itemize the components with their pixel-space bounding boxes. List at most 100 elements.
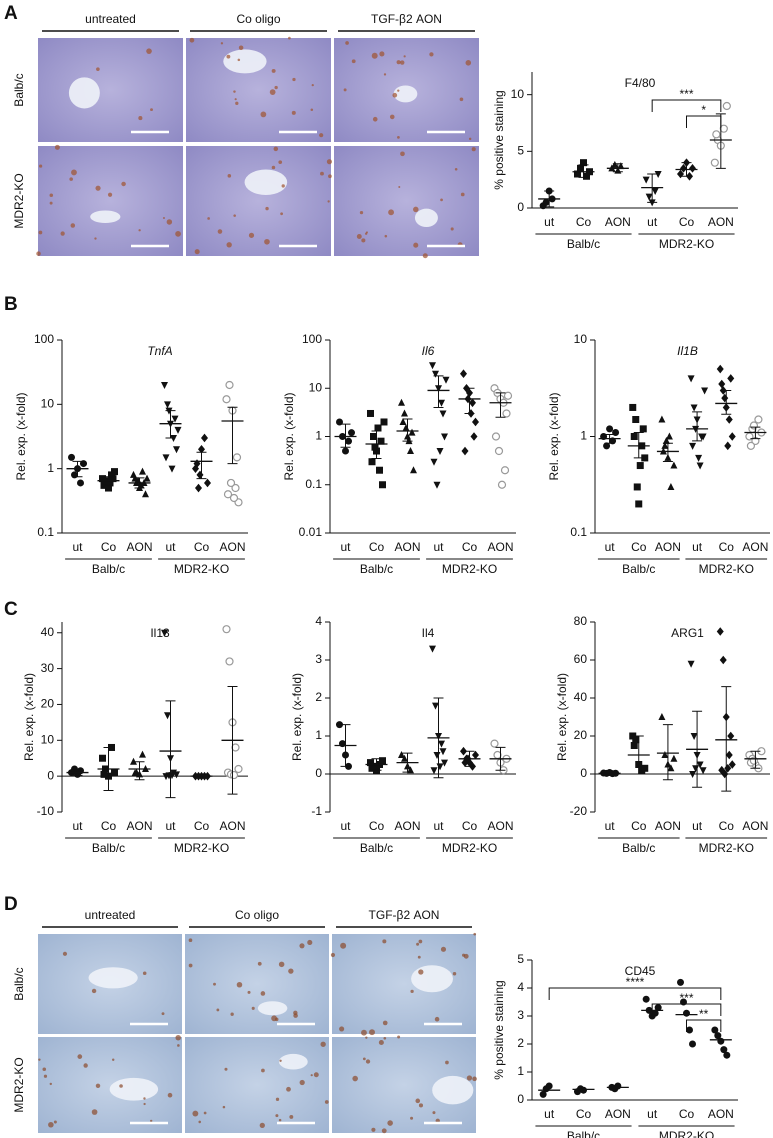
x-tick-label: AON: [487, 819, 513, 833]
x-tick-label: Co: [462, 540, 478, 554]
x-tick-label: ut: [692, 540, 703, 554]
group-label: Balb/c: [567, 237, 600, 251]
data-point: [722, 101, 731, 111]
data-point: [717, 1037, 725, 1045]
stain-spot: [175, 230, 181, 237]
error-bar: [662, 724, 673, 781]
stain-spot: [54, 144, 60, 150]
stain-spot: [310, 1074, 313, 1077]
error-bar: [464, 387, 475, 414]
stain-spot: [95, 1083, 101, 1089]
y-tick-label: 30: [41, 661, 55, 675]
row-label: MDR2-KO: [12, 1057, 26, 1112]
stain-spot: [107, 192, 113, 197]
data-point: [342, 447, 349, 455]
error-bar: [692, 411, 703, 442]
data-point: [712, 130, 721, 139]
stain-spot: [340, 942, 347, 949]
x-tick-label: AON: [219, 819, 245, 833]
y-tick-label: 0.1: [305, 477, 322, 491]
micrograph: [334, 146, 479, 256]
data-point: [222, 395, 231, 404]
stain-spot: [397, 89, 400, 92]
data-point: [746, 441, 756, 450]
stain-spot: [77, 1054, 83, 1059]
error-bar: [340, 423, 351, 448]
stain-spot: [95, 185, 101, 191]
stain-spot: [275, 1097, 280, 1101]
x-tick-label: ut: [692, 819, 703, 833]
data-point: [229, 770, 239, 780]
stain-spot: [49, 193, 54, 197]
data-point: [367, 409, 374, 417]
significance-bracket: [686, 1019, 722, 1032]
data-point: [711, 1026, 719, 1034]
data-point: [410, 466, 417, 474]
stain-spot: [42, 1067, 47, 1072]
data-point: [77, 479, 84, 487]
x-tick-label: AON: [394, 540, 420, 554]
data-point: [223, 490, 233, 499]
micrograph: [38, 1037, 182, 1133]
stain-spot: [177, 1044, 180, 1047]
error-bar: [662, 442, 673, 463]
data-point: [686, 1026, 693, 1034]
y-tick-label: 0.1: [37, 525, 54, 539]
stain-spot: [38, 230, 43, 235]
data-point: [670, 461, 678, 469]
data-point: [716, 627, 724, 636]
data-point: [680, 164, 687, 173]
stain-spot: [388, 209, 395, 216]
data-point: [374, 424, 382, 432]
x-tick-label: AON: [708, 1107, 734, 1121]
data-point: [727, 374, 735, 383]
x-tick-label: ut: [647, 1107, 658, 1121]
data-point: [139, 750, 146, 758]
stain-spot: [269, 89, 276, 95]
stain-spot: [472, 1076, 477, 1082]
data-point: [719, 124, 728, 133]
stain-spot: [392, 92, 398, 98]
group-label: Balb/c: [360, 841, 393, 855]
data-point: [171, 415, 179, 423]
x-tick-label: ut: [165, 819, 176, 833]
y-tick-label: -10: [37, 804, 55, 818]
stain-spot: [387, 1120, 393, 1126]
stain-spot: [432, 1111, 436, 1115]
column-header: TGF-β2 AON: [369, 908, 440, 922]
data-point: [689, 164, 696, 173]
x-tick-label: AON: [487, 540, 513, 554]
stain-spot: [463, 953, 469, 959]
data-point: [617, 162, 625, 170]
panel-label: B: [4, 294, 18, 315]
stain-spot: [91, 1109, 98, 1115]
stain-spot: [327, 200, 330, 203]
chart-title: F4/80: [625, 76, 656, 90]
micrograph: [186, 146, 331, 256]
stain-spot: [440, 946, 447, 952]
significance-label: **: [699, 1007, 709, 1021]
y-tick-label: 1: [315, 429, 322, 443]
stain-spot: [261, 1068, 265, 1073]
x-tick-label: Co: [631, 540, 647, 554]
micrograph: [38, 146, 183, 256]
data-point: [503, 391, 513, 400]
stain-spot: [299, 943, 305, 949]
stain-spot: [71, 169, 77, 176]
y-tick-label: 5: [517, 144, 524, 158]
y-tick-label: 10: [41, 732, 55, 746]
y-tick-label: 4: [315, 614, 322, 628]
stain-spot: [188, 963, 193, 968]
data-point: [469, 398, 476, 408]
data-point: [629, 403, 637, 411]
data-point: [460, 369, 467, 379]
stain-spot: [271, 165, 276, 170]
group-label: MDR2-KO: [699, 562, 754, 576]
stain-spot: [339, 1026, 345, 1032]
data-point: [606, 425, 614, 433]
y-tick-label: 1: [315, 728, 322, 742]
data-point: [368, 458, 376, 466]
group-label: Balb/c: [360, 562, 393, 576]
stain-spot: [167, 1092, 173, 1098]
stain-spot: [226, 54, 231, 59]
